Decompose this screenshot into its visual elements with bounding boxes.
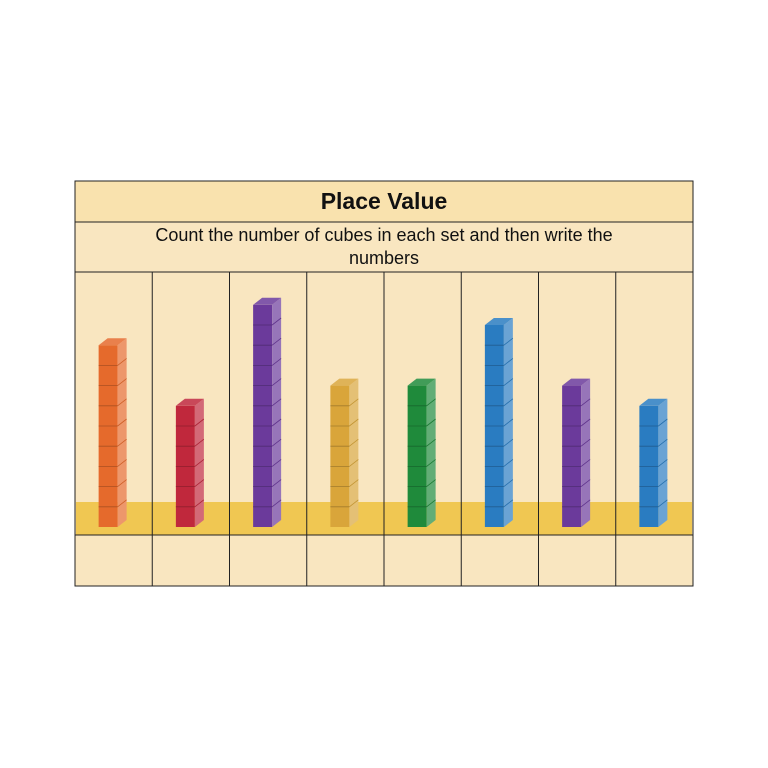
cube-edge — [271, 398, 282, 407]
cube-edge — [658, 418, 668, 427]
cube-edge — [271, 358, 282, 366]
cube-edge — [349, 418, 359, 427]
cube-edge — [503, 337, 514, 346]
cube-edge — [426, 499, 436, 508]
cube-edge — [271, 438, 282, 447]
cube-edge — [349, 499, 359, 508]
stack-front — [253, 304, 273, 527]
stack-top — [639, 398, 668, 406]
stack-front — [98, 345, 118, 527]
cube-edge — [194, 438, 205, 447]
cube-edge — [580, 398, 591, 407]
cube-edge — [117, 358, 127, 366]
cube-edge — [426, 398, 436, 407]
stack-top — [562, 378, 591, 386]
stack-side — [426, 378, 436, 527]
stack-front — [330, 385, 350, 527]
cube-stack — [407, 378, 436, 527]
stack-front — [407, 385, 427, 527]
cube-edge — [503, 499, 514, 508]
cube-edge — [580, 459, 591, 467]
cube-edge — [426, 438, 436, 447]
stack-top — [98, 338, 127, 346]
cube-edge — [271, 317, 282, 326]
stack-top — [484, 318, 513, 325]
stack-side — [349, 378, 359, 527]
cube-edge — [503, 378, 514, 386]
stack-front — [562, 385, 582, 527]
cube-edge — [503, 418, 514, 427]
cube-stack — [175, 398, 205, 527]
cube-edge — [194, 418, 205, 427]
cube-edge — [349, 438, 359, 447]
cube-stack — [484, 318, 514, 527]
cube-edge — [117, 438, 127, 447]
cube-edge — [426, 479, 436, 487]
stack-side — [272, 297, 282, 527]
instruction-row — [74, 221, 694, 273]
cube-edge — [580, 499, 591, 508]
stack-top — [253, 297, 282, 305]
cube-edge — [580, 438, 591, 447]
cube-edge — [194, 499, 205, 508]
title-row — [74, 180, 694, 223]
cube-edge — [658, 459, 668, 467]
cube-edge — [349, 479, 359, 487]
cube-edge — [117, 378, 127, 386]
cube-edge — [503, 459, 514, 467]
stack-side — [117, 338, 127, 527]
cube-edge — [271, 378, 282, 386]
cube-edge — [349, 398, 359, 407]
instruction: Count the number of cubes in each set an… — [155, 225, 613, 268]
cube-edge — [503, 479, 514, 487]
cube-edge — [117, 418, 127, 427]
cube-edge — [426, 459, 436, 467]
cube-edge — [580, 418, 591, 427]
cube-edge — [349, 459, 359, 467]
cube-edge — [117, 459, 127, 467]
cube-edge — [658, 499, 668, 508]
stack-top — [330, 378, 359, 386]
cube-edge — [194, 479, 205, 487]
cube-edge — [271, 499, 282, 508]
cube-edge — [503, 438, 514, 447]
cube-edge — [580, 479, 591, 487]
cube-edge — [117, 499, 127, 508]
cube-stack — [98, 338, 127, 527]
cube-stack — [562, 378, 591, 527]
cube-edge — [117, 398, 127, 407]
cube-edge — [503, 358, 514, 366]
stack-top — [407, 378, 436, 386]
cube-edge — [426, 418, 436, 427]
stack-top — [175, 398, 204, 406]
cube-edge — [271, 459, 282, 467]
cube-stack — [253, 297, 282, 527]
cube-edge — [271, 337, 282, 346]
cube-edge — [117, 479, 127, 487]
cube-edge — [194, 459, 205, 467]
cube-stack — [330, 378, 359, 527]
cube-edge — [658, 438, 668, 447]
stack-side — [581, 378, 591, 527]
cube-edge — [271, 418, 282, 427]
title: Place Value — [321, 188, 448, 214]
instruction-box: Count the number of cubes in each set an… — [155, 225, 613, 268]
cube-edge — [658, 479, 668, 487]
cube-edge — [503, 398, 514, 407]
cube-edge — [271, 479, 282, 487]
cube-stack — [639, 398, 668, 527]
